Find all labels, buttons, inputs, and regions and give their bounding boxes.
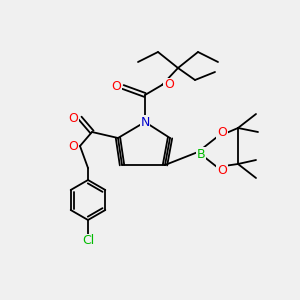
Text: O: O xyxy=(164,79,174,92)
Text: N: N xyxy=(140,116,150,128)
Text: O: O xyxy=(111,80,121,94)
Text: O: O xyxy=(217,127,227,140)
Text: Cl: Cl xyxy=(82,235,94,248)
Text: O: O xyxy=(68,112,78,124)
Text: O: O xyxy=(68,140,78,152)
Text: O: O xyxy=(217,164,227,178)
Text: B: B xyxy=(197,148,205,160)
